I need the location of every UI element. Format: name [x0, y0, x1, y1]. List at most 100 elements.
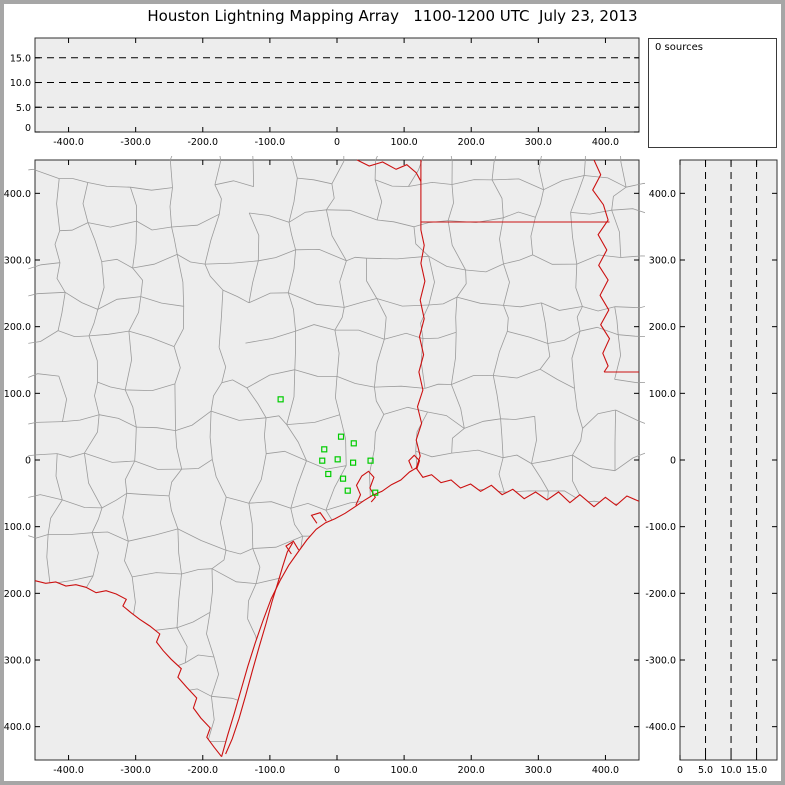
county-line — [295, 248, 347, 262]
county-line — [204, 214, 220, 265]
county-line — [583, 156, 586, 176]
x-tick-label: -300.0 — [120, 765, 151, 776]
county-line — [28, 373, 59, 383]
county-line — [447, 220, 466, 271]
county-line — [531, 463, 549, 492]
y-tick-label: 5.0 — [16, 103, 31, 114]
altitude-ns-panel[interactable]: 0 5.0 10.0 15.0 400.0 300.0 200.0 100.0 0 -100.0 -… — [645, 156, 785, 785]
county-line — [614, 300, 645, 309]
county-line — [288, 178, 298, 223]
county-line — [326, 209, 347, 261]
county-line — [428, 296, 458, 306]
county-line — [252, 548, 261, 584]
x-tick-label: -200.0 — [187, 765, 218, 776]
county-line — [168, 495, 179, 530]
county-line — [369, 449, 375, 501]
x-tick-label: 100.0 — [391, 765, 418, 776]
altitude-ew-panel[interactable]: -400.0 -300.0 -200.0 -100.0 0 100.0 200.0 300.0… — [0, 36, 645, 154]
x-tick-label: 400.0 — [592, 765, 619, 776]
county-line — [176, 611, 211, 629]
county-line — [176, 254, 185, 307]
y-tick-label: 0 — [670, 456, 676, 467]
county-line — [614, 334, 622, 380]
county-line — [246, 369, 295, 389]
county-line — [455, 297, 458, 333]
county-line — [91, 507, 103, 533]
sabine-river-line — [415, 222, 426, 469]
county-line — [456, 296, 504, 306]
county-line — [572, 454, 616, 472]
county-line — [415, 411, 428, 452]
county-line — [132, 254, 178, 269]
county-line — [101, 258, 133, 269]
plan-view-map-panel[interactable]: -400.0 -300.0 -200.0 -100.0 0 100.0 200.0 300.0… — [0, 156, 645, 785]
y-tick-label: 0 — [25, 123, 31, 134]
county-line — [326, 183, 335, 211]
county-line — [428, 255, 466, 271]
sources-count-panel: 0 sources — [648, 38, 777, 148]
y-tick-label: 100.0 — [649, 389, 676, 400]
red-river-line — [356, 159, 422, 182]
county-line — [97, 261, 105, 310]
county-line — [334, 307, 345, 331]
y-tick-label: 400.0 — [649, 189, 676, 200]
county-line — [248, 292, 289, 304]
county-line — [507, 331, 548, 344]
county-line — [266, 415, 287, 425]
county-line — [491, 777, 544, 784]
county-line — [263, 417, 267, 454]
county-line — [82, 182, 89, 223]
county-line — [124, 460, 136, 494]
county-line — [544, 777, 569, 785]
lma-station-marker — [350, 459, 357, 466]
county-line — [339, 414, 347, 466]
county-line — [344, 780, 380, 785]
x-tick-label: 0 — [334, 137, 340, 148]
county-line — [204, 260, 259, 265]
county-line — [206, 612, 215, 658]
county-line — [62, 499, 103, 509]
county-line — [575, 264, 583, 307]
county-line — [84, 452, 135, 463]
county-line — [408, 181, 453, 187]
county-line — [503, 263, 510, 306]
county-line — [451, 449, 504, 459]
county-line — [572, 428, 583, 456]
county-line — [374, 414, 385, 450]
county-line — [451, 332, 457, 385]
county-line — [531, 454, 573, 464]
county-line — [218, 290, 224, 348]
county-line — [130, 187, 137, 222]
county-line — [374, 339, 385, 388]
lma-station-marker — [344, 487, 351, 494]
county-line — [245, 330, 296, 344]
county-line — [57, 452, 85, 458]
x-tick-label: 200.0 — [458, 137, 485, 148]
county-line — [500, 415, 535, 420]
county-line — [541, 302, 549, 344]
county-line — [447, 184, 454, 221]
county-line — [9, 428, 20, 457]
county-line — [374, 179, 383, 221]
lma-station-marker — [277, 396, 284, 403]
county-line — [626, 182, 645, 188]
county-line — [532, 254, 577, 265]
county-line — [88, 309, 99, 337]
county-line — [210, 410, 267, 421]
county-line — [87, 220, 137, 228]
county-line — [28, 453, 58, 458]
county-line — [344, 298, 377, 308]
county-line — [251, 156, 254, 187]
county-line — [413, 220, 449, 228]
county-line — [456, 269, 467, 298]
x-tick-label: 100.0 — [391, 137, 418, 148]
county-line — [88, 335, 98, 383]
county-line — [451, 179, 493, 185]
county-line — [464, 418, 501, 429]
county-line — [384, 332, 424, 340]
county-line — [132, 221, 137, 269]
county-line — [503, 305, 509, 332]
lma-station-marker — [350, 440, 357, 447]
county-line — [415, 450, 452, 458]
